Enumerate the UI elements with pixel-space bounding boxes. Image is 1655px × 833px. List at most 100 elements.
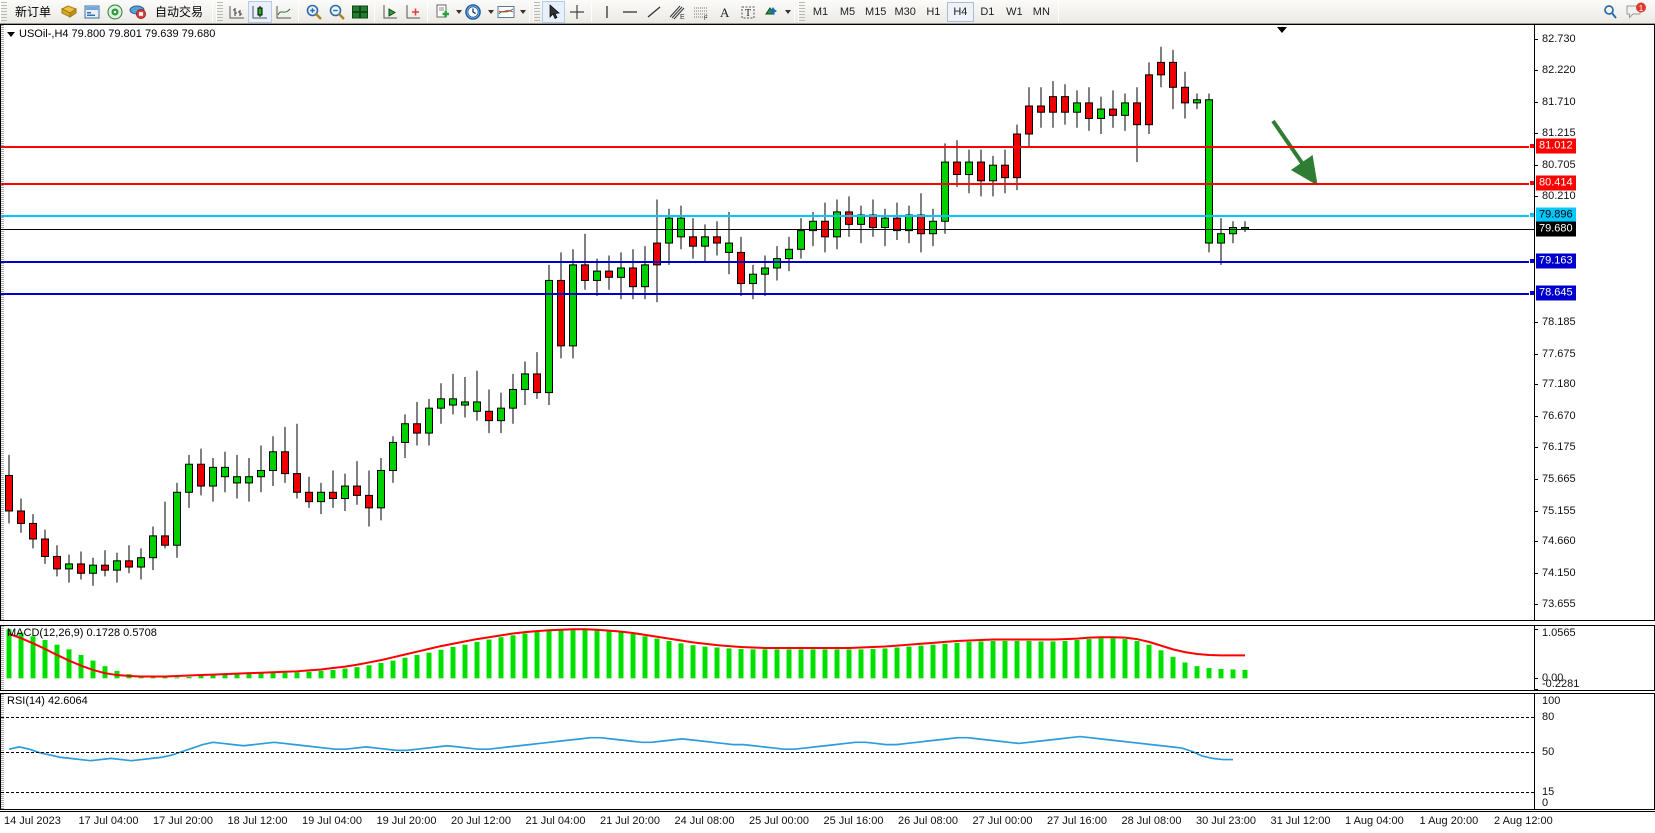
equidistant-channel-icon[interactable]: E: [665, 1, 689, 23]
price-line-resistance-2[interactable]: [1, 145, 1534, 148]
time-axis[interactable]: 14 Jul 2023 17 Jul 04:00 17 Jul 20:00 18 Ju…: [0, 811, 1655, 833]
price-line-handle[interactable]: [1529, 212, 1534, 219]
svg-text:F: F: [704, 16, 708, 21]
chart-area[interactable]: 82.730 82.220 81.710 81.215 80.705 80.210 78.1…: [0, 24, 1655, 833]
price-line-handle[interactable]: [1529, 142, 1534, 149]
price-tag-support-1[interactable]: 79.163: [1536, 253, 1576, 269]
time-axis-label: 31 Jul 12:00: [1270, 815, 1331, 827]
new-order-label: 新订单: [15, 5, 52, 19]
objects-dropdown-arrow[interactable]: [785, 9, 792, 14]
timeframe-w1[interactable]: W1: [1006, 5, 1023, 18]
alert-count: 1: [1639, 4, 1644, 13]
timeframe-h1[interactable]: H1: [926, 5, 941, 18]
svg-text:T: T: [745, 8, 751, 19]
price-axis[interactable]: 82.730 82.220 81.710 81.215 80.705 80.210 78.1…: [1534, 25, 1654, 620]
macd-axis-tick: [1534, 628, 1538, 630]
price-plot[interactable]: [1, 25, 1534, 620]
timeframe-group: M1 M5 M15 M30 H1 H4 D1 W1 MN: [807, 1, 1055, 22]
line-chart-icon[interactable]: [272, 1, 295, 23]
toolbar-separator-6: [591, 1, 593, 22]
time-axis-label: 20 Jul 12:00: [451, 815, 511, 827]
price-axis-tick: [1534, 164, 1538, 166]
toolbar-grip-4[interactable]: [798, 1, 806, 22]
time-axis-label: 25 Jul 00:00: [749, 815, 809, 827]
folder-icon[interactable]: [57, 1, 80, 23]
time-axis-label: 27 Jul 00:00: [972, 815, 1033, 827]
text-icon[interactable]: A: [713, 1, 736, 23]
price-line-resistance-1[interactable]: [1, 183, 1534, 185]
rsi-pane[interactable]: 100 80 50 15 0 RSI(14) 42.6064: [0, 693, 1655, 810]
macd-chart: [6, 628, 1248, 679]
cursor-icon[interactable]: [542, 0, 566, 23]
vline-icon[interactable]: [595, 1, 618, 23]
label-icon[interactable]: T: [736, 1, 759, 23]
price-line-handle[interactable]: [1529, 180, 1534, 186]
trendline-icon[interactable]: [642, 1, 665, 23]
price-tag-resistance-2[interactable]: 81.012: [1536, 138, 1576, 154]
price-line-handle[interactable]: [1529, 257, 1534, 264]
price-line-pivot[interactable]: [1, 215, 1534, 218]
indicators-dropdown-arrow[interactable]: [456, 9, 463, 14]
new-order-button[interactable]: 新订单: [9, 1, 57, 23]
price-axis-tick: [1534, 353, 1538, 355]
toolbar-separator-5: [529, 1, 531, 22]
toolbar-separator-2: [298, 1, 300, 22]
time-axis-label: 24 Jul 08:00: [674, 815, 735, 827]
timeframe-mn[interactable]: MN: [1032, 5, 1050, 18]
data-window-icon[interactable]: [80, 1, 103, 23]
period-dropdown-arrow[interactable]: [488, 9, 495, 14]
price-tag-last-price[interactable]: 79.680: [1536, 221, 1576, 237]
navigator-icon[interactable]: [103, 1, 126, 23]
templates-dropdown-arrow[interactable]: [520, 9, 527, 14]
chart-menu-caret[interactable]: [7, 31, 15, 37]
indicators-icon[interactable]: [431, 1, 454, 23]
timeframe-m5[interactable]: M5: [839, 5, 856, 18]
timeframe-h4[interactable]: H4: [946, 1, 974, 22]
crosshair-icon[interactable]: [565, 1, 588, 23]
alert-icon[interactable]: 1: [1623, 1, 1649, 23]
chart-shift-icon[interactable]: [378, 1, 401, 23]
bar-chart-icon[interactable]: [225, 1, 248, 23]
macd-pane-grip: [1, 626, 4, 690]
timeframe-m1[interactable]: M1: [812, 5, 829, 18]
price-line-last-price[interactable]: [1, 228, 1534, 230]
toolbar-grip[interactable]: [0, 1, 7, 22]
auto-scroll-icon[interactable]: [401, 1, 424, 23]
price-axis-label: 75.155: [1542, 504, 1576, 517]
period-icon[interactable]: [462, 1, 486, 23]
macd-pane[interactable]: 1.0565 0.00 -0.2281 MACD(12,26,9) 0.1728 0…: [0, 625, 1655, 691]
fibo-icon[interactable]: F: [689, 1, 713, 23]
main-toolbar: 新订单 自动交易: [0, 0, 1655, 24]
toolbar-grip-3[interactable]: [533, 1, 541, 22]
zoom-in-icon[interactable]: [302, 1, 325, 23]
price-tag-resistance-1[interactable]: 80.414: [1536, 175, 1576, 191]
macd-plot[interactable]: [1, 626, 1534, 690]
autotrade-button[interactable]: 自动交易: [149, 1, 209, 23]
search-icon[interactable]: [1599, 1, 1623, 23]
tile-windows-icon[interactable]: [348, 1, 371, 23]
rsi-label: RSI(14) 42.6064: [7, 695, 88, 707]
timeframe-m15[interactable]: M15: [865, 5, 887, 18]
price-axis-tick: [1534, 70, 1538, 72]
timeframe-m30[interactable]: M30: [894, 5, 916, 18]
toolbar-grip-2[interactable]: [216, 1, 224, 22]
candlestick-icon[interactable]: [248, 0, 273, 23]
rsi-axis-divider: [1534, 694, 1535, 809]
price-tag-support-2[interactable]: 78.645: [1536, 285, 1576, 301]
rsi-plot[interactable]: [1, 694, 1534, 809]
price-axis-tick: [1534, 38, 1538, 40]
price-line-support-2[interactable]: [1, 293, 1534, 296]
rsi-axis: 100 80 50 15 0: [1534, 694, 1654, 809]
hline-icon[interactable]: [618, 1, 642, 23]
price-pane[interactable]: 82.730 82.220 81.710 81.215 80.705 80.210 78.1…: [0, 24, 1655, 621]
zoom-out-icon[interactable]: [325, 1, 348, 23]
price-tag-pivot[interactable]: 79.896: [1536, 207, 1576, 223]
toolbar-separator-3: [374, 1, 376, 22]
objects-icon[interactable]: [759, 1, 783, 23]
autotrade-icon[interactable]: [126, 1, 149, 23]
price-axis-tick: [1534, 541, 1538, 543]
price-line-support-1[interactable]: [1, 260, 1534, 263]
templates-icon[interactable]: [494, 1, 518, 23]
timeframe-d1[interactable]: D1: [980, 5, 995, 18]
price-line-handle[interactable]: [1529, 290, 1534, 297]
